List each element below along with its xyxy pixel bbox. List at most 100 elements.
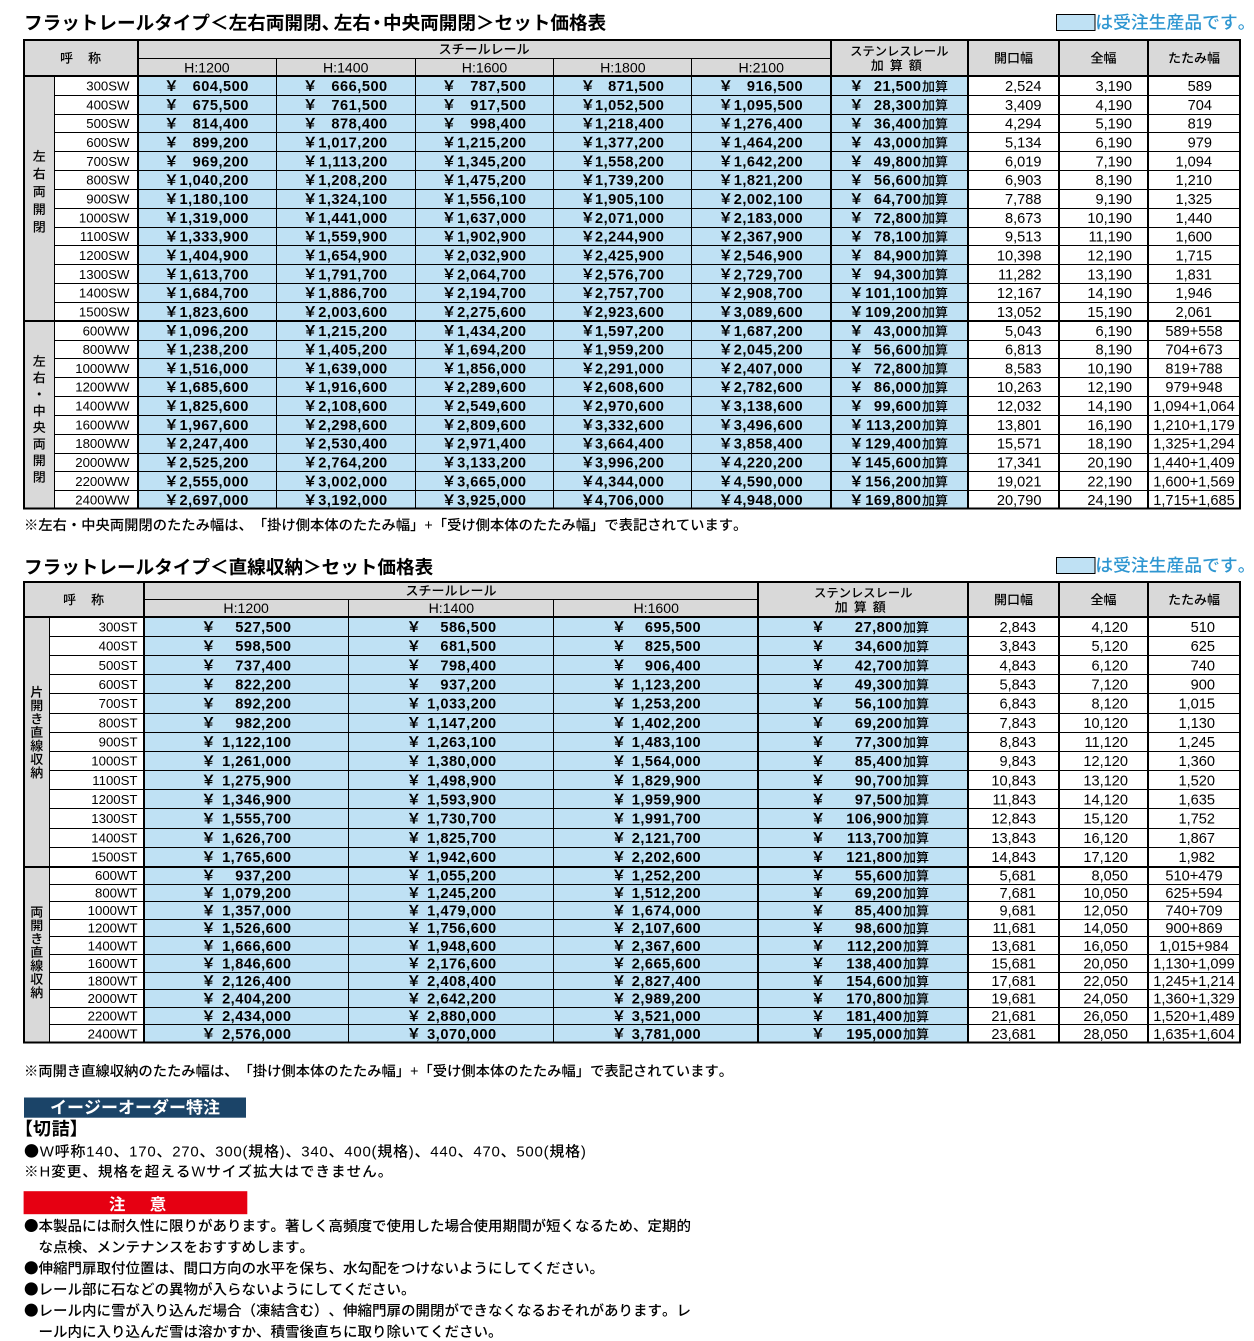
svg-text:2,923,600: 2,923,600 [595,305,664,321]
svg-text:300ST: 300ST [99,619,138,634]
svg-text:2,809,600: 2,809,600 [457,418,526,434]
svg-text:2,202,600: 2,202,600 [632,850,701,866]
svg-text:1,405,200: 1,405,200 [318,343,387,359]
svg-text:13,120: 13,120 [1083,773,1128,789]
svg-text:H:1800: H:1800 [600,59,646,75]
svg-text:2400WT: 2400WT [88,1026,138,1041]
svg-text:16,120: 16,120 [1083,831,1128,847]
svg-text:916,500: 916,500 [747,79,803,95]
svg-text:86,000: 86,000 [874,380,922,396]
svg-text:13,801: 13,801 [997,418,1042,434]
svg-text:20,190: 20,190 [1087,456,1132,472]
svg-text:1,948,600: 1,948,600 [427,939,496,955]
svg-text:819+788: 819+788 [1165,361,1222,377]
svg-text:22,190: 22,190 [1087,474,1132,490]
svg-text:2,108,600: 2,108,600 [318,399,387,415]
svg-text:138,400: 138,400 [846,956,902,972]
svg-text:2,244,900: 2,244,900 [595,230,664,246]
svg-text:56,100: 56,100 [855,697,903,713]
svg-text:121,800: 121,800 [846,850,902,866]
svg-text:24,190: 24,190 [1087,493,1132,509]
svg-text:1,597,200: 1,597,200 [595,324,664,340]
svg-text:1400WT: 1400WT [88,938,138,953]
svg-text:1,687,200: 1,687,200 [734,324,803,340]
svg-text:1,715+1,685: 1,715+1,685 [1153,493,1235,509]
svg-text:340: 340 [301,1144,328,1161]
svg-text:1,015+984: 1,015+984 [1159,939,1228,955]
svg-text:7,843: 7,843 [999,716,1036,732]
svg-text:2,989,200: 2,989,200 [632,992,701,1008]
svg-text:20,790: 20,790 [997,493,1042,509]
svg-text:900SW: 900SW [86,191,130,206]
svg-text:8,120: 8,120 [1091,697,1128,713]
svg-text:1500ST: 1500ST [91,850,137,865]
svg-text:982,200: 982,200 [235,716,291,732]
svg-text:15,120: 15,120 [1083,812,1128,828]
svg-text:589: 589 [1188,79,1212,95]
svg-text:625: 625 [1191,639,1215,655]
svg-text:2,764,200: 2,764,200 [318,456,387,472]
svg-text:3,858,400: 3,858,400 [734,437,803,453]
svg-text:1,434,200: 1,434,200 [457,324,526,340]
svg-text:1,526,600: 1,526,600 [222,921,291,937]
svg-text:761,500: 761,500 [331,98,387,114]
svg-text:140: 140 [86,1144,113,1161]
svg-text:3,843: 3,843 [999,639,1036,655]
svg-text:2,367,600: 2,367,600 [632,939,701,955]
svg-text:1,635: 1,635 [1178,793,1215,809]
svg-text:2400WW: 2400WW [75,493,130,508]
svg-text:145,600: 145,600 [865,456,921,472]
svg-text:109,200: 109,200 [865,305,921,321]
svg-text:892,200: 892,200 [235,697,291,713]
svg-text:19,681: 19,681 [991,992,1036,1008]
svg-text:1000SW: 1000SW [79,210,130,225]
svg-text:1,823,600: 1,823,600 [179,305,248,321]
svg-text:8,190: 8,190 [1095,173,1132,189]
svg-text:11,120: 11,120 [1084,735,1128,751]
svg-text:878,400: 878,400 [331,117,387,133]
svg-text:1,263,100: 1,263,100 [427,735,496,751]
svg-text:937,200: 937,200 [440,677,496,693]
svg-text:500(: 500( [516,1144,549,1161]
svg-text:800SW: 800SW [86,173,130,188]
svg-text:598,500: 598,500 [235,639,291,655]
svg-text:13,190: 13,190 [1087,267,1132,283]
svg-text:6,903: 6,903 [1005,173,1042,189]
svg-text:1,674,000: 1,674,000 [632,904,701,920]
svg-text:900ST: 900ST [99,735,138,750]
svg-text:6,813: 6,813 [1005,343,1042,359]
svg-text:2200WW: 2200WW [75,474,130,489]
svg-text:1,959,200: 1,959,200 [595,343,664,359]
svg-text:1,856,000: 1,856,000 [457,361,526,377]
svg-text:1000WW: 1000WW [75,361,130,376]
svg-text:1400SW: 1400SW [79,286,130,301]
svg-text:170: 170 [129,1144,156,1161]
svg-text:3,665,000: 3,665,000 [457,474,526,490]
svg-text:106,900: 106,900 [846,812,902,828]
svg-text:1200ST: 1200ST [91,792,137,807]
svg-text:510: 510 [1191,620,1215,636]
svg-text:23,681: 23,681 [991,1027,1036,1043]
svg-text:85,400: 85,400 [855,904,903,920]
svg-text:2,176,600: 2,176,600 [427,956,496,972]
svg-text:527,500: 527,500 [235,620,291,636]
svg-text:917,500: 917,500 [470,98,526,114]
svg-text:2200WT: 2200WT [88,1009,138,1024]
svg-text:14,190: 14,190 [1087,399,1132,415]
svg-text:W: W [191,1165,206,1181]
svg-text:1,886,700: 1,886,700 [318,286,387,302]
svg-text:798,400: 798,400 [440,658,496,674]
svg-text:56,600: 56,600 [874,343,922,359]
svg-text:1,055,200: 1,055,200 [427,868,496,884]
svg-text:1,180,100: 1,180,100 [179,192,248,208]
svg-text:43,000: 43,000 [874,135,922,151]
svg-text:24,050: 24,050 [1083,992,1128,1008]
svg-text:11,282: 11,282 [998,267,1042,283]
svg-text:12,120: 12,120 [1083,754,1128,770]
svg-text:2,549,600: 2,549,600 [457,399,526,415]
svg-text:2,782,600: 2,782,600 [734,380,803,396]
svg-text:1,715: 1,715 [1175,248,1212,264]
svg-text:10,190: 10,190 [1087,211,1132,227]
svg-text:510+479: 510+479 [1165,868,1222,884]
svg-text:825,500: 825,500 [645,639,701,655]
